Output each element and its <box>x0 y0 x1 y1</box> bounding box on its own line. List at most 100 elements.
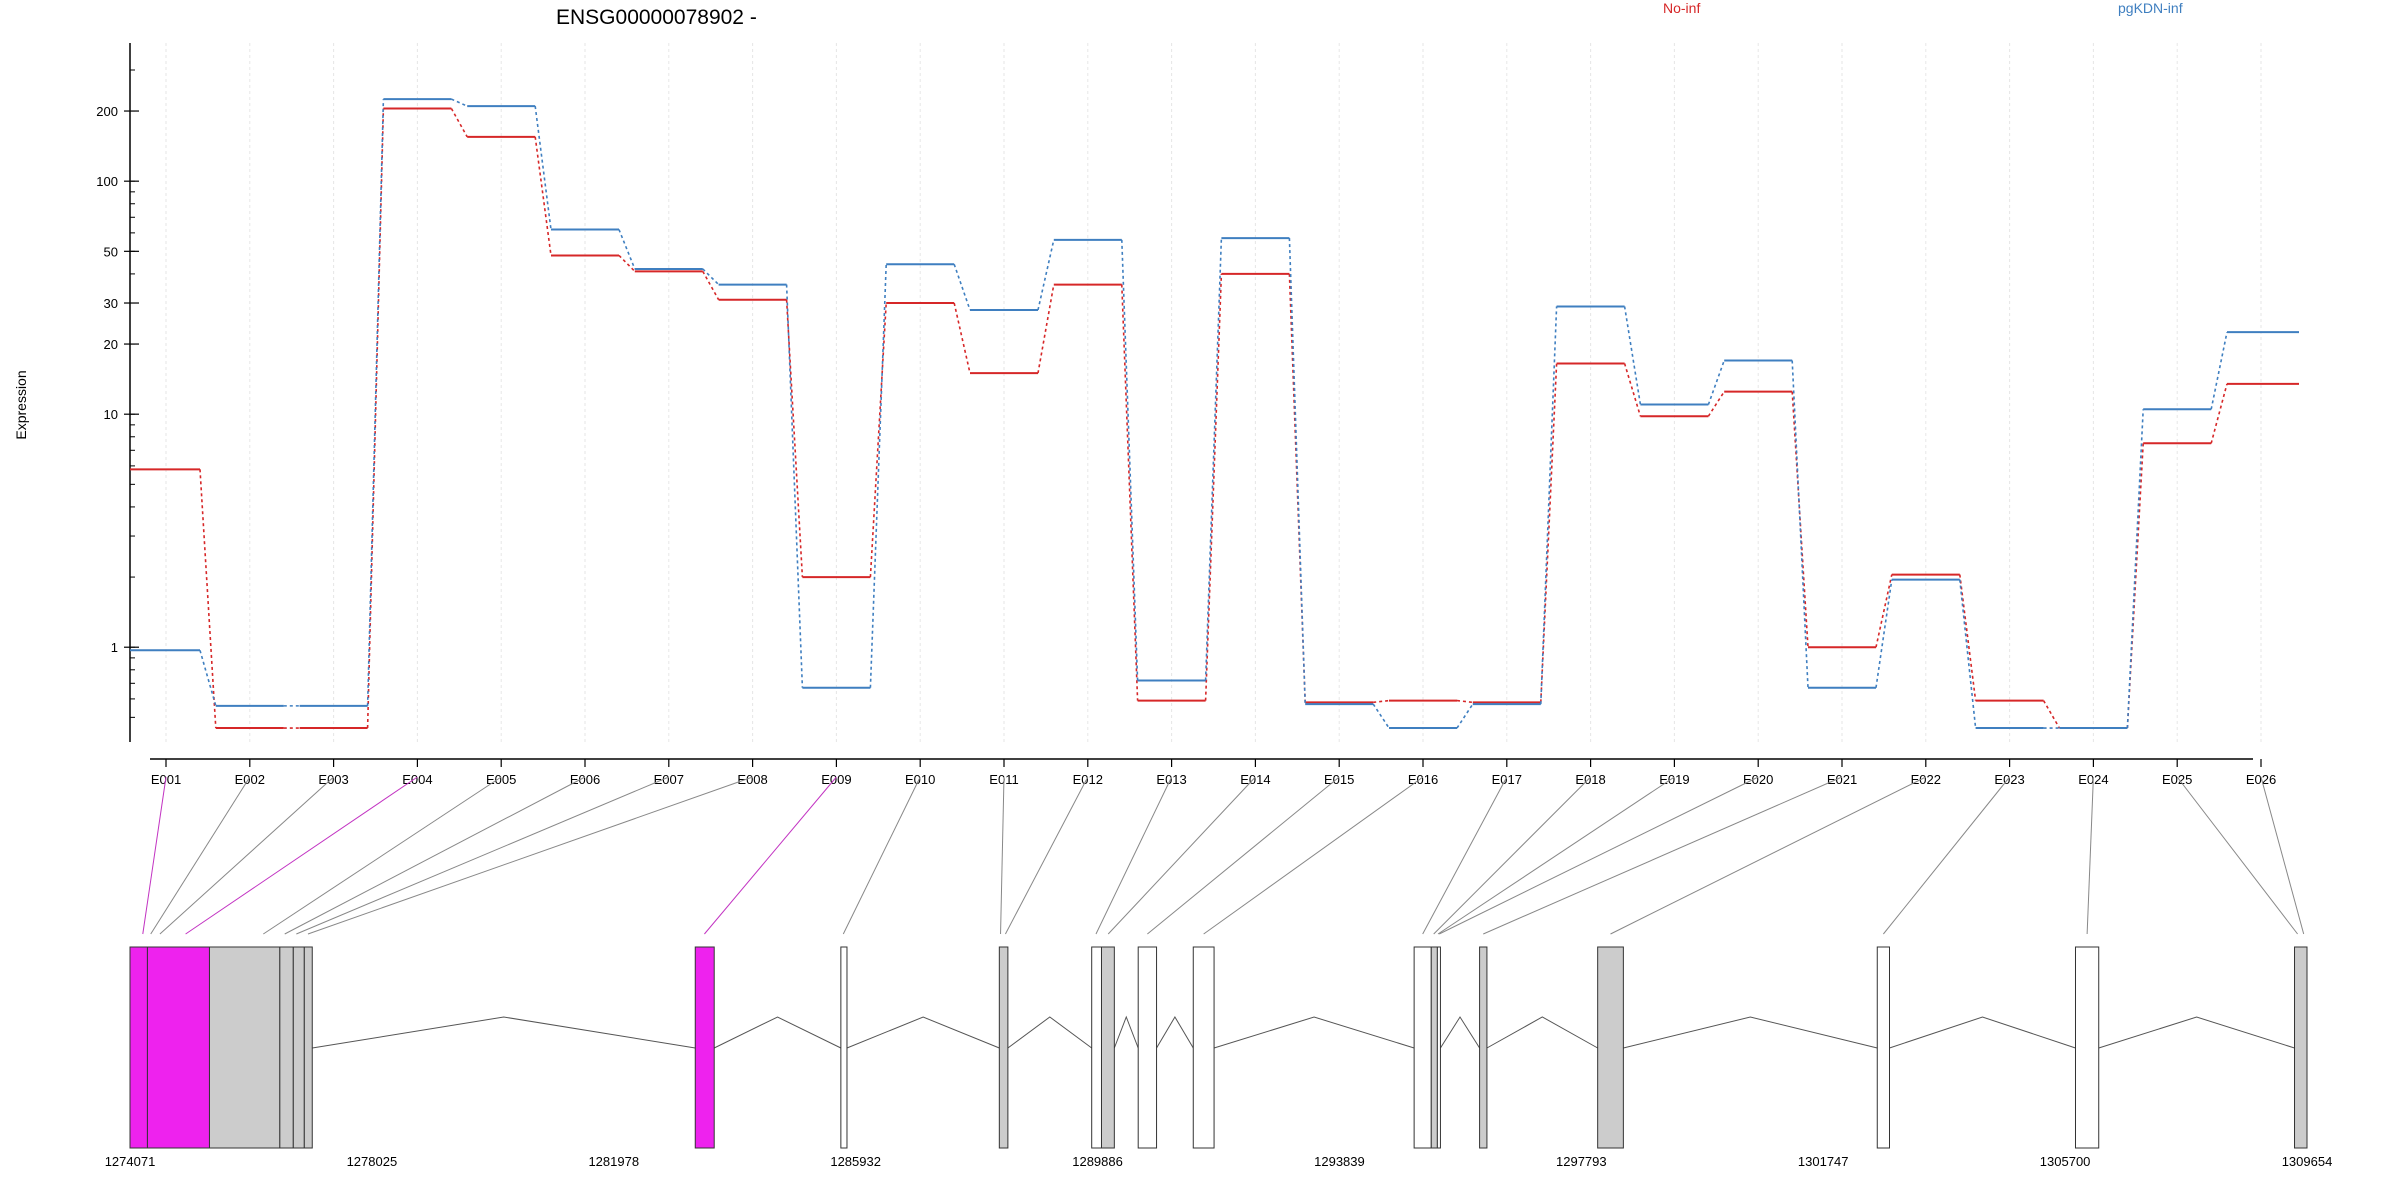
connector-pgkdn-inf <box>702 268 720 286</box>
coordinate-label: 1285932 <box>830 1154 881 1169</box>
exon-box <box>1137 946 1158 1149</box>
exon-label-e007: E007 <box>654 772 684 787</box>
link-e011 <box>1000 776 1005 935</box>
y-axis-label: Expression <box>13 370 29 439</box>
exon-label-e020: E020 <box>1743 772 1773 787</box>
connector-pgkdn-inf <box>1707 360 1725 405</box>
connector-no-inf <box>1959 574 1977 701</box>
connector-pgkdn-inf <box>1623 306 1642 405</box>
y-tick-label: 20 <box>104 337 118 352</box>
exon-label-e004: E004 <box>402 772 432 787</box>
coordinate-label: 1289886 <box>1072 1154 1123 1169</box>
connector-pgkdn-inf <box>1791 360 1809 688</box>
link-e002 <box>150 776 251 935</box>
exon-label-e016: E016 <box>1408 772 1438 787</box>
connector-pgkdn-inf <box>1540 306 1558 705</box>
connector-no-inf <box>1373 699 1390 704</box>
link-e023 <box>1882 776 2010 935</box>
link-e012 <box>1004 776 1089 935</box>
y-tick-label: 100 <box>96 174 118 189</box>
link-e004 <box>185 776 418 935</box>
connector-pgkdn-inf <box>1875 579 1893 688</box>
exon-box <box>279 946 294 1149</box>
exon-label-e009: E009 <box>821 772 851 787</box>
connector-pgkdn-inf <box>534 105 552 230</box>
y-tick-label: 30 <box>104 296 118 311</box>
connector-no-inf <box>1875 574 1893 648</box>
link-e003 <box>159 776 334 935</box>
connector-pgkdn-inf <box>1288 238 1306 705</box>
connector-pgkdn-inf <box>2210 331 2228 410</box>
exon-box <box>1436 946 1441 1149</box>
exon-label-e015: E015 <box>1324 772 1354 787</box>
link-e018 <box>1433 776 1591 935</box>
exon-box <box>1479 946 1488 1149</box>
connector-no-inf <box>1121 284 1139 701</box>
exon-box <box>1876 946 1891 1149</box>
connector-pgkdn-inf <box>199 650 217 707</box>
coordinate-label: 1309654 <box>2282 1154 2333 1169</box>
link-e025 <box>2176 776 2298 935</box>
exon-box <box>694 946 715 1149</box>
exon-label-e022: E022 <box>1911 772 1941 787</box>
connector-no-inf <box>869 302 887 578</box>
intron <box>1623 1016 1878 1049</box>
connector-no-inf <box>1540 363 1558 703</box>
connector-no-inf <box>1456 699 1473 704</box>
link-e016 <box>1203 776 1424 935</box>
intron <box>1007 1016 1092 1049</box>
connector-pgkdn-inf <box>1121 239 1139 681</box>
genomic-coordinate-axis: 1274071 1278025 1281978 1285932 1289886 12938… <box>105 1154 2333 1169</box>
connector-no-inf <box>1037 284 1055 374</box>
exon-label-e019: E019 <box>1659 772 1689 787</box>
exon-box <box>1091 946 1102 1149</box>
intron <box>713 1016 842 1049</box>
intron <box>1440 1016 1481 1049</box>
connector-no-inf <box>953 302 971 374</box>
connector-no-inf <box>785 299 804 578</box>
coordinate-label: 1293839 <box>1314 1154 1365 1169</box>
intron <box>1156 1016 1194 1049</box>
exon-box <box>1192 946 1215 1149</box>
coordinate-label: 1281978 <box>588 1154 639 1169</box>
expression-series <box>130 98 2299 730</box>
connector-pgkdn-inf <box>2126 409 2144 729</box>
coordinate-label: 1305700 <box>2040 1154 2091 1169</box>
link-e017 <box>1422 776 1508 935</box>
intron <box>846 1016 1000 1049</box>
y-tick-label: 10 <box>104 407 118 422</box>
connector-pgkdn-inf <box>1959 579 1977 729</box>
connector-pgkdn-inf <box>953 263 971 311</box>
connector-pgkdn-inf <box>451 98 468 107</box>
gene-model <box>129 946 2308 1149</box>
exon-box <box>208 946 281 1149</box>
series-pgkdn-inf <box>130 98 2299 730</box>
connector-no-inf <box>618 254 636 272</box>
link-e008 <box>307 776 753 935</box>
link-e007 <box>296 776 669 935</box>
intron <box>2098 1016 2295 1049</box>
exon-axis: E001 E002 E003 E004 E005 E006 E007 E008 E009 E010… <box>150 758 2276 787</box>
connector-pgkdn-inf <box>869 264 887 688</box>
connector-no-inf <box>1204 273 1223 701</box>
coordinate-label: 1278025 <box>347 1154 398 1169</box>
exon-label-e023: E023 <box>1994 772 2024 787</box>
exon-box <box>2294 946 2308 1149</box>
connector-no-inf <box>1288 273 1306 703</box>
exon-box <box>303 946 313 1149</box>
coordinate-label: 1301747 <box>1798 1154 1849 1169</box>
y-tick-label: 200 <box>96 104 118 119</box>
link-e010 <box>842 776 921 935</box>
coordinate-label: 1274071 <box>105 1154 156 1169</box>
coordinate-label: 1297793 <box>1556 1154 1607 1169</box>
connector-no-inf <box>199 469 217 729</box>
connector-pgkdn-inf <box>1204 238 1223 681</box>
connector-no-inf <box>1707 391 1725 417</box>
y-axis: 1 10 20 30 50 100 200 <box>96 43 139 742</box>
connector-no-inf <box>2042 700 2061 729</box>
exon-label-e008: E008 <box>737 772 767 787</box>
exon-label-e003: E003 <box>318 772 348 787</box>
link-e021 <box>1483 776 1843 935</box>
link-e019 <box>1437 776 1675 935</box>
